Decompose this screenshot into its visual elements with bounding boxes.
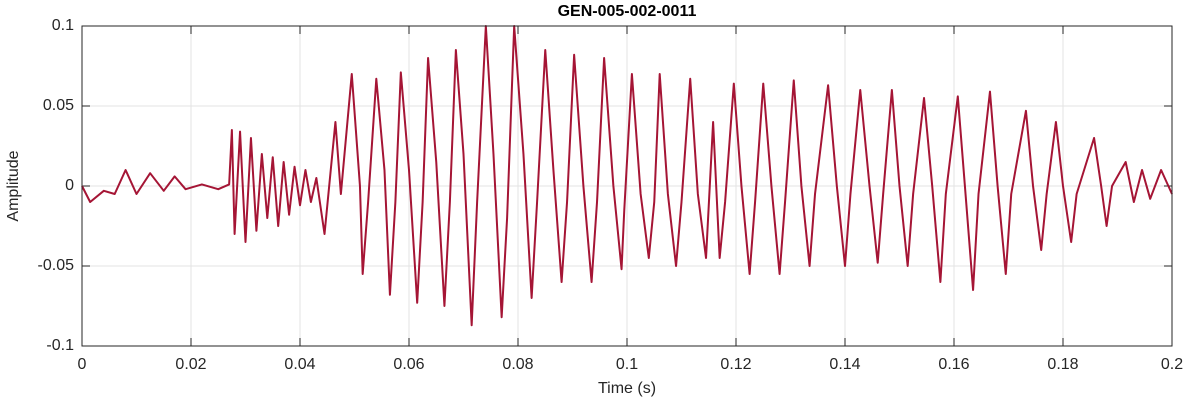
x-tick-label: 0.06 [393, 356, 424, 373]
y-tick-label: -0.1 [46, 337, 74, 354]
y-tick-label: 0.1 [52, 17, 74, 34]
x-tick-label: 0.1 [616, 356, 638, 373]
x-axis-label: Time (s) [598, 380, 656, 397]
x-tick-label: 0.02 [175, 356, 206, 373]
y-tick-label: 0 [65, 177, 74, 194]
x-tick-label: 0.2 [1161, 356, 1183, 373]
y-tick-label: 0.05 [43, 97, 74, 114]
chart-title: GEN-005-002-0011 [558, 3, 697, 20]
y-tick-label: -0.05 [38, 257, 75, 274]
x-tick-label: 0.12 [720, 356, 751, 373]
waveform [81, 25, 1173, 327]
x-tick-label: 0.14 [829, 356, 860, 373]
y-axis-label: Amplitude [5, 150, 22, 221]
x-tick-label: 0.08 [502, 356, 533, 373]
x-tick-label: 0 [78, 356, 87, 373]
plot-frame [81, 25, 1173, 347]
x-tick-label: 0.18 [1047, 356, 1078, 373]
x-tick-label: 0.04 [284, 356, 315, 373]
x-tick-label: 0.16 [938, 356, 969, 373]
